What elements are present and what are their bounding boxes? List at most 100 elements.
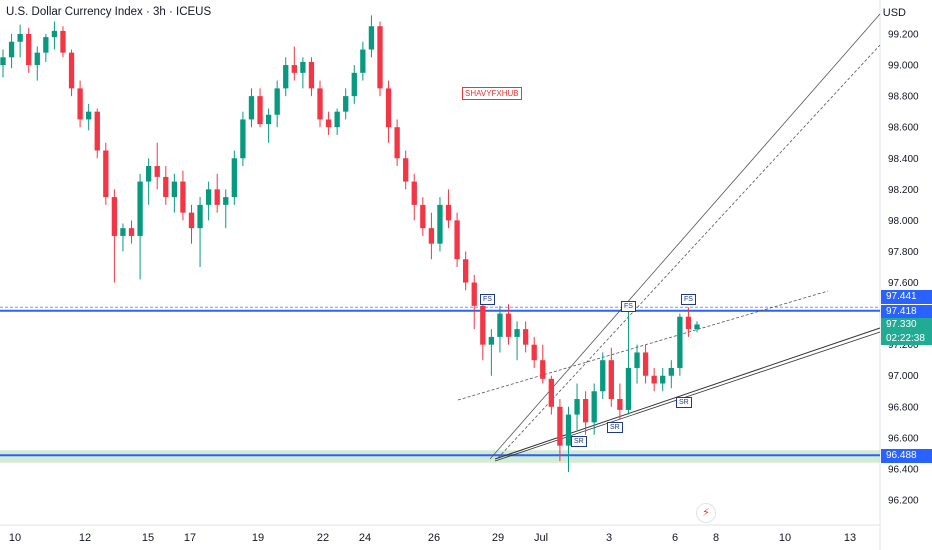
candle-body[interactable]	[685, 316, 692, 330]
candle-body[interactable]	[60, 30, 66, 53]
candle-body[interactable]	[411, 181, 417, 205]
candle-body[interactable]	[548, 378, 555, 407]
candle-body[interactable]	[171, 181, 178, 198]
candle-body[interactable]	[34, 52, 40, 66]
candle-body[interactable]	[283, 65, 289, 89]
time-axis-tick-label: 6	[672, 532, 678, 544]
candle-body[interactable]	[145, 166, 152, 182]
candle-body[interactable]	[557, 406, 563, 446]
candle-body[interactable]	[471, 282, 477, 306]
candle-body[interactable]	[154, 166, 160, 177]
candle-body[interactable]	[480, 305, 486, 345]
candle-body[interactable]	[617, 399, 623, 410]
price-axis-tick-label: 97.600	[888, 278, 919, 289]
candle-body[interactable]	[660, 375, 666, 384]
price-axis-tick-label: 98.400	[888, 154, 919, 165]
candle-body[interactable]	[94, 111, 100, 151]
candle-body[interactable]	[634, 352, 640, 368]
candle-body[interactable]	[111, 197, 118, 236]
trendline-steep-dashed[interactable]	[497, 44, 881, 459]
candle-body[interactable]	[600, 360, 606, 392]
candle-body[interactable]	[582, 399, 589, 423]
candle-body[interactable]	[505, 313, 512, 337]
candle-body[interactable]	[651, 375, 657, 384]
candle-body[interactable]	[17, 34, 23, 42]
candle-body[interactable]	[180, 181, 186, 213]
candle-body[interactable]	[308, 61, 315, 89]
candle-body[interactable]	[677, 316, 683, 368]
candle-body[interactable]	[377, 26, 383, 89]
marker-sr: SR	[676, 397, 692, 408]
lightning-icon[interactable]: ⚡	[696, 503, 716, 523]
candle-body[interactable]	[128, 228, 135, 236]
candle-body[interactable]	[26, 34, 32, 66]
candle-body[interactable]	[197, 204, 203, 229]
candle-body[interactable]	[488, 336, 495, 345]
candle-body[interactable]	[445, 204, 452, 221]
candle-body[interactable]	[137, 181, 143, 236]
candle-body[interactable]	[565, 414, 572, 446]
candle-body[interactable]	[120, 228, 126, 236]
candle-body[interactable]	[591, 391, 597, 423]
candle-body[interactable]	[223, 197, 229, 205]
candle-body[interactable]	[248, 96, 255, 120]
price-axis-tick-label: 98.800	[888, 92, 919, 103]
candle-body[interactable]	[325, 119, 332, 128]
candle-body[interactable]	[77, 88, 83, 120]
candle-body[interactable]	[403, 158, 409, 182]
candle-body[interactable]	[522, 329, 529, 345]
candle-body[interactable]	[43, 37, 49, 53]
time-axis-tick-label: 15	[142, 532, 154, 544]
time-axis-tick-label: Jul	[534, 532, 548, 544]
candle-body[interactable]	[351, 72, 357, 97]
candle-body[interactable]	[625, 367, 632, 410]
candle-body[interactable]	[497, 313, 503, 337]
time-axis-tick-label: 10	[779, 532, 791, 544]
candle-body[interactable]	[514, 329, 520, 337]
candle-body[interactable]	[668, 367, 674, 376]
last-price-value: 97.330	[886, 319, 917, 330]
candle-body[interactable]	[334, 111, 340, 128]
candle-body[interactable]	[8, 41, 15, 58]
candle-body[interactable]	[291, 65, 297, 73]
candle-body[interactable]	[86, 111, 92, 120]
candle-body[interactable]	[694, 324, 700, 330]
candle-body[interactable]	[437, 204, 443, 244]
candle-body[interactable]	[274, 88, 280, 115]
candle-body[interactable]	[385, 88, 392, 128]
candle-body[interactable]	[51, 30, 58, 38]
candle-body[interactable]	[188, 212, 195, 229]
candle-body[interactable]	[300, 61, 306, 73]
candle-body[interactable]	[454, 220, 460, 260]
candle-body[interactable]	[463, 259, 469, 283]
candle-body[interactable]	[642, 352, 649, 376]
trendline-channel-dashed[interactable]	[457, 290, 829, 401]
candle-body[interactable]	[205, 189, 212, 205]
candle-body[interactable]	[317, 88, 323, 120]
candle-body[interactable]	[360, 49, 366, 73]
candle-body[interactable]	[540, 360, 546, 379]
candle-body[interactable]	[265, 114, 272, 125]
price-axis-tick-label: 99.000	[888, 61, 919, 72]
candle-body[interactable]	[420, 204, 426, 229]
candle-body[interactable]	[368, 26, 375, 50]
candle-body[interactable]	[608, 360, 614, 400]
candle-body[interactable]	[214, 189, 220, 205]
candle-body[interactable]	[231, 158, 237, 198]
currency-label[interactable]: USD	[882, 7, 906, 19]
candle-body[interactable]	[428, 228, 435, 244]
candle-body[interactable]	[163, 176, 169, 198]
candle-body[interactable]	[240, 119, 246, 159]
candle-body[interactable]	[68, 52, 75, 89]
trendline-steep[interactable]	[489, 13, 881, 460]
candle-body[interactable]	[0, 57, 6, 66]
candle-body[interactable]	[103, 150, 109, 198]
price-tag-last: 97.330 02:22:38	[881, 318, 932, 345]
candle-body[interactable]	[343, 96, 349, 112]
candle-body[interactable]	[531, 344, 537, 361]
candle-body[interactable]	[394, 127, 400, 159]
time-axis-tick-label: 17	[184, 532, 196, 544]
candle-body[interactable]	[257, 96, 263, 125]
candle-body[interactable]	[574, 399, 580, 415]
